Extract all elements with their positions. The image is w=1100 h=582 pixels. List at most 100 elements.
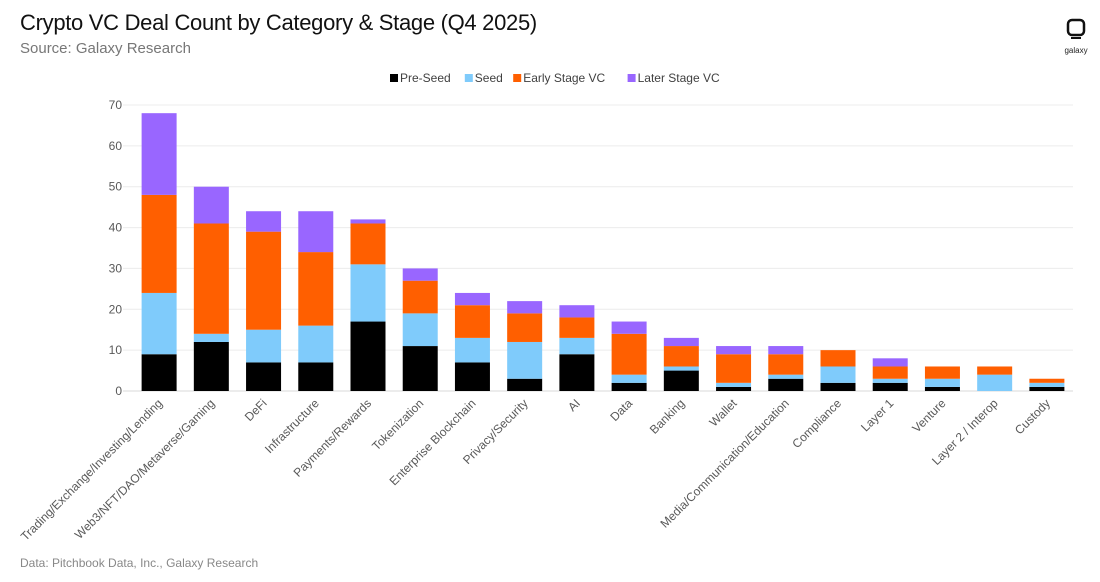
bar-segment-seed xyxy=(350,264,386,322)
x-tick-label: Layer 1 xyxy=(858,396,896,434)
x-tick-label: Custody xyxy=(1012,396,1053,437)
bar-segment-later-stage-vc xyxy=(507,301,543,314)
y-tick-label: 70 xyxy=(109,98,123,112)
bar-segment-early-stage-vc xyxy=(141,194,177,293)
bar-segment-later-stage-vc xyxy=(454,292,490,306)
bar-segment-later-stage-vc xyxy=(141,113,177,195)
bar-segment-early-stage-vc xyxy=(977,366,1013,375)
bar-segment-seed xyxy=(1029,382,1065,387)
chart-title: Crypto VC Deal Count by Category & Stage… xyxy=(20,10,537,35)
bar-segment-seed xyxy=(768,374,804,379)
x-tick-label: AI xyxy=(565,396,583,414)
bar-segment-early-stage-vc xyxy=(350,223,386,265)
bar-segment-pre-seed xyxy=(298,362,334,391)
bar-segment-seed xyxy=(820,366,856,383)
bar-segment-later-stage-vc xyxy=(246,211,282,232)
bar-segment-later-stage-vc xyxy=(402,268,438,281)
legend-entry: Later Stage VC xyxy=(638,71,720,85)
bar-segment-seed xyxy=(246,329,282,363)
bar-segment-seed xyxy=(977,374,1013,391)
bar-segment-seed xyxy=(716,382,752,387)
bar-segment-early-stage-vc xyxy=(507,313,543,342)
bar-segment-early-stage-vc xyxy=(559,317,595,338)
x-tick-label: DeFi xyxy=(242,396,270,424)
bar-segment-later-stage-vc xyxy=(193,186,229,224)
legend-entry: Pre-Seed xyxy=(400,71,451,85)
chart-subtitle: Source: Galaxy Research xyxy=(20,40,191,57)
x-tick-label: Banking xyxy=(647,396,688,437)
bar-segment-later-stage-vc xyxy=(559,305,595,318)
bar-segment-later-stage-vc xyxy=(872,358,908,367)
y-tick-label: 20 xyxy=(109,302,123,316)
legend-entry: Early Stage VC xyxy=(523,71,605,85)
y-tick-label: 60 xyxy=(109,139,123,153)
bar-segment-pre-seed xyxy=(872,382,908,391)
bar-segment-seed xyxy=(141,292,177,355)
legend-swatch xyxy=(513,74,522,82)
y-tick-label: 0 xyxy=(115,384,122,398)
bar-segment-pre-seed xyxy=(924,386,960,391)
bar-segment-seed xyxy=(924,378,960,387)
y-tick-label: 50 xyxy=(109,180,123,194)
x-tick-label: Compliance xyxy=(789,396,844,451)
bar-segment-pre-seed xyxy=(402,346,438,391)
x-tick-label: Venture xyxy=(909,396,948,435)
bar-segment-pre-seed xyxy=(1029,386,1065,391)
bar-segment-seed xyxy=(193,333,229,342)
bar-segment-later-stage-vc xyxy=(716,346,752,355)
bar-segment-early-stage-vc xyxy=(454,305,490,338)
bar-segment-pre-seed xyxy=(820,382,856,391)
bar-segment-early-stage-vc xyxy=(820,350,856,367)
bar-segment-early-stage-vc xyxy=(872,366,908,379)
bar-segment-seed xyxy=(559,337,595,355)
x-tick-label: Tokenization xyxy=(369,396,426,453)
bar-segment-early-stage-vc xyxy=(716,354,752,383)
bar-segment-later-stage-vc xyxy=(611,321,647,334)
bar-segment-later-stage-vc xyxy=(768,346,804,355)
bar-segment-seed xyxy=(454,337,490,363)
bar-segment-pre-seed xyxy=(454,362,490,391)
bar-segment-pre-seed xyxy=(663,370,699,391)
x-tick-label: Wallet xyxy=(707,396,741,430)
logo-text: galaxy xyxy=(1064,46,1088,55)
bar-segment-later-stage-vc xyxy=(298,211,334,253)
x-tick-label: Data xyxy=(607,396,635,424)
bar-segment-later-stage-vc xyxy=(350,219,386,224)
bar-segment-early-stage-vc xyxy=(611,333,647,375)
x-tick-label: Enterprise Blockchain xyxy=(387,396,479,488)
bar-segment-seed xyxy=(611,374,647,383)
data-source-footer: Data: Pitchbook Data, Inc., Galaxy Resea… xyxy=(20,556,259,570)
legend-swatch xyxy=(627,74,636,82)
bar-segment-pre-seed xyxy=(768,378,804,391)
bar-segment-seed xyxy=(872,378,908,383)
bar-segment-early-stage-vc xyxy=(402,280,438,314)
bar-segment-later-stage-vc xyxy=(663,337,699,347)
legend-swatch xyxy=(464,74,473,82)
bar-segment-early-stage-vc xyxy=(246,231,282,330)
bar-segment-pre-seed xyxy=(246,362,282,391)
bar-segment-early-stage-vc xyxy=(663,346,699,367)
bar-segment-seed xyxy=(663,366,699,371)
bar-segment-early-stage-vc xyxy=(1029,378,1065,383)
bar-segment-seed xyxy=(298,325,334,363)
bar-segment-seed xyxy=(402,313,438,347)
galaxy-logo: galaxy xyxy=(1060,18,1092,55)
bar-segment-early-stage-vc xyxy=(298,252,334,326)
y-tick-label: 30 xyxy=(109,261,123,275)
legend-entry: Seed xyxy=(475,71,503,85)
bar-segment-pre-seed xyxy=(507,378,543,391)
bar-segment-seed xyxy=(507,341,543,379)
bar-segment-pre-seed xyxy=(716,386,752,391)
bar-segment-pre-seed xyxy=(193,341,229,391)
bar-segment-early-stage-vc xyxy=(768,354,804,375)
bar-segment-early-stage-vc xyxy=(193,223,229,334)
legend-swatch xyxy=(390,74,398,82)
bar-segment-pre-seed xyxy=(350,321,386,391)
bar-segment-pre-seed xyxy=(559,354,595,391)
y-tick-label: 10 xyxy=(109,343,123,357)
bar-segment-pre-seed xyxy=(611,382,647,391)
y-tick-label: 40 xyxy=(109,221,123,235)
bar-segment-pre-seed xyxy=(141,354,177,391)
bar-segment-early-stage-vc xyxy=(924,366,960,379)
